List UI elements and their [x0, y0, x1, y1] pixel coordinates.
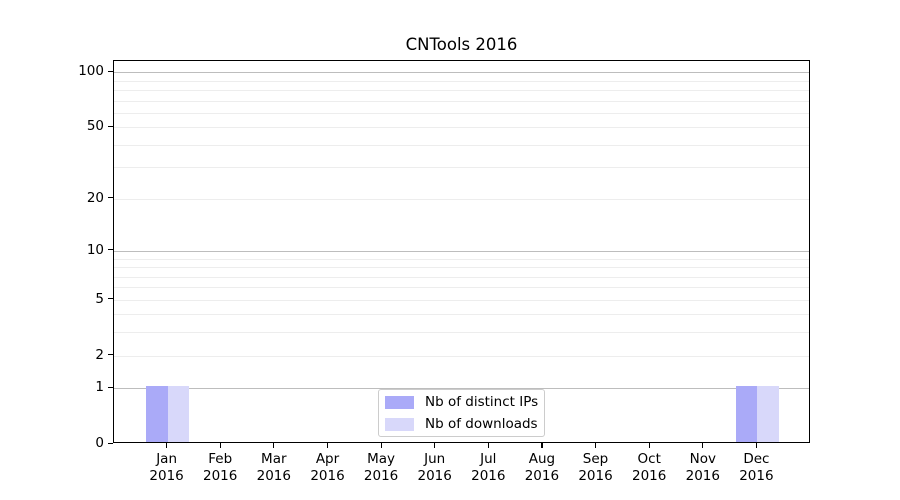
x-tick-mark-jul [487, 443, 489, 448]
gridline-minor-50 [114, 127, 809, 129]
gridline-minor-8 [114, 267, 809, 268]
y-tick-mark-0 [108, 442, 113, 444]
gridline-minor-20 [114, 198, 809, 200]
chart-title: CNTools 2016 [405, 35, 518, 54]
gridline-minor-70 [114, 100, 809, 102]
x-tick-label-jun: Jun 2016 [417, 451, 452, 484]
bar-nb-of-downloads-dec-2016 [757, 386, 779, 442]
y-tick-label-5: 5 [95, 290, 104, 307]
x-tick-label-mar: Mar 2016 [256, 451, 291, 484]
gridline-minor-6 [114, 287, 809, 289]
y-tick-label-100: 100 [78, 63, 104, 80]
y-tick-label-0: 0 [95, 435, 104, 451]
y-tick-mark-2 [108, 354, 113, 356]
x-tick-mark-aug [541, 443, 543, 448]
gridline-minor-3 [114, 332, 809, 334]
gridline-minor-4 [114, 314, 809, 316]
bar-nb-of-downloads-jan-2016 [167, 386, 190, 442]
x-tick-mark-apr [327, 443, 329, 448]
x-tick-mark-dec [755, 443, 758, 448]
x-tick-label-apr: Apr 2016 [310, 451, 345, 484]
y-tick-mark-1 [108, 386, 113, 388]
x-tick-label-aug: Aug 2016 [524, 451, 560, 484]
y-tick-label-2: 2 [95, 346, 104, 363]
legend-label-downloads: Nb of downloads [425, 416, 538, 432]
x-tick-mark-mar [273, 443, 275, 448]
y-tick-label-50: 50 [86, 118, 104, 135]
y-tick-label-1: 1 [95, 379, 104, 396]
y-tick-mark-20 [108, 197, 113, 199]
legend-swatch-downloads [385, 417, 414, 431]
y-tick-label-20: 20 [86, 189, 104, 206]
legend-item-downloads: Nb of downloads [385, 414, 544, 434]
gridline-minor-40 [114, 144, 809, 146]
x-tick-mark-jun [434, 443, 436, 448]
gridline-minor-80 [114, 89, 809, 91]
bar-nb-of-distinct-ips-jan-2016 [146, 386, 168, 442]
x-tick-mark-feb [219, 443, 221, 448]
x-tick-label-feb: Feb 2016 [203, 451, 238, 484]
x-tick-label-nov: Nov 2016 [685, 451, 720, 484]
gridline-major-1 [114, 388, 809, 390]
x-tick-mark-nov [702, 443, 704, 448]
legend-item-distinct-ips: Nb of distinct IPs [385, 392, 544, 412]
legend: Nb of distinct IPs Nb of downloads [378, 389, 545, 437]
x-tick-mark-oct [648, 443, 650, 448]
y-tick-label-10: 10 [86, 241, 104, 258]
x-tick-mark-jan [166, 443, 168, 448]
gridline-minor-30 [114, 167, 809, 169]
gridline-minor-7 [114, 276, 809, 278]
gridline-minor-90 [114, 80, 809, 82]
gridline-minor-2 [114, 355, 809, 357]
gridline-major-100 [114, 72, 809, 74]
x-tick-label-dec: Dec 2016 [739, 451, 774, 484]
gridline-minor-9 [114, 258, 809, 260]
y-tick-mark-5 [108, 298, 113, 300]
x-tick-label-jul: Jul 2016 [471, 451, 506, 484]
legend-swatch-distinct-ips [385, 395, 414, 409]
y-tick-mark-50 [108, 125, 113, 127]
y-tick-mark-100 [108, 70, 113, 72]
x-tick-mark-sep [595, 443, 597, 448]
x-tick-label-oct: Oct 2016 [632, 451, 667, 484]
plot-area [113, 60, 810, 443]
y-tick-mark-10 [108, 249, 113, 251]
x-tick-mark-may [380, 443, 382, 448]
legend-label-distinct-ips: Nb of distinct IPs [425, 394, 539, 410]
x-tick-label-sep: Sep 2016 [578, 451, 613, 484]
gridline-major-10 [114, 250, 809, 252]
x-tick-label-may: May 2016 [363, 451, 399, 484]
bar-nb-of-distinct-ips-dec-2016 [735, 386, 758, 442]
gridline-minor-5 [114, 299, 809, 301]
gridline-minor-60 [114, 112, 809, 114]
x-tick-label-jan: Jan 2016 [149, 451, 184, 484]
